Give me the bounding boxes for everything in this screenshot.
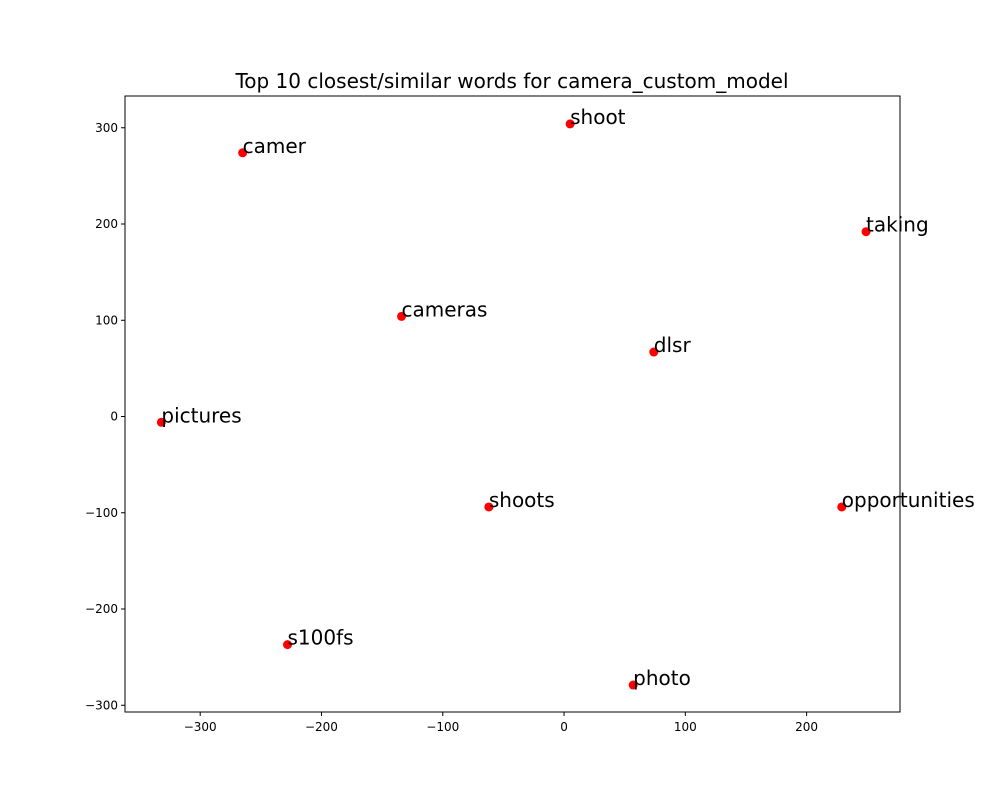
point-label: shoot xyxy=(570,105,626,129)
x-axis: −300 −200 −100 0 100 200 xyxy=(184,712,818,734)
point-label: camer xyxy=(243,134,307,158)
point-label: cameras xyxy=(402,297,488,321)
x-tick-label: 200 xyxy=(795,720,818,734)
data-point xyxy=(238,148,248,158)
data-point xyxy=(861,227,871,237)
x-tick-label: 100 xyxy=(674,720,697,734)
data-point xyxy=(156,417,166,427)
data-points: shoot camer taking cameras dlsr pictures shoot… xyxy=(156,105,975,690)
point-label: opportunities xyxy=(842,488,975,512)
data-point xyxy=(484,502,494,512)
point-label: s100fs xyxy=(288,626,354,650)
x-tick-label: 0 xyxy=(560,720,568,734)
y-tick-label: 100 xyxy=(95,313,118,327)
x-tick-label: −100 xyxy=(426,720,459,734)
y-axis: 300 200 100 0 −100 −200 −300 xyxy=(85,121,125,712)
x-tick-label: −300 xyxy=(184,720,217,734)
point-label: pictures xyxy=(161,403,241,427)
data-point xyxy=(837,502,847,512)
data-point xyxy=(397,311,407,321)
point-label: photo xyxy=(633,666,691,690)
data-point xyxy=(565,119,575,129)
x-tick-label: −200 xyxy=(305,720,338,734)
y-tick-label: 300 xyxy=(95,121,118,135)
y-tick-label: 0 xyxy=(110,410,118,424)
y-tick-label: −300 xyxy=(85,698,118,712)
data-point xyxy=(628,680,638,690)
data-point xyxy=(649,347,659,357)
point-label: taking xyxy=(866,213,929,237)
y-tick-label: 200 xyxy=(95,217,118,231)
y-tick-label: −100 xyxy=(85,506,118,520)
y-tick-label: −200 xyxy=(85,602,118,616)
point-label: dlsr xyxy=(654,333,692,357)
data-point xyxy=(283,640,293,650)
plot-frame xyxy=(124,95,901,713)
point-label: shoots xyxy=(489,488,555,512)
chart-title: Top 10 closest/similar words for camera_… xyxy=(234,69,788,93)
